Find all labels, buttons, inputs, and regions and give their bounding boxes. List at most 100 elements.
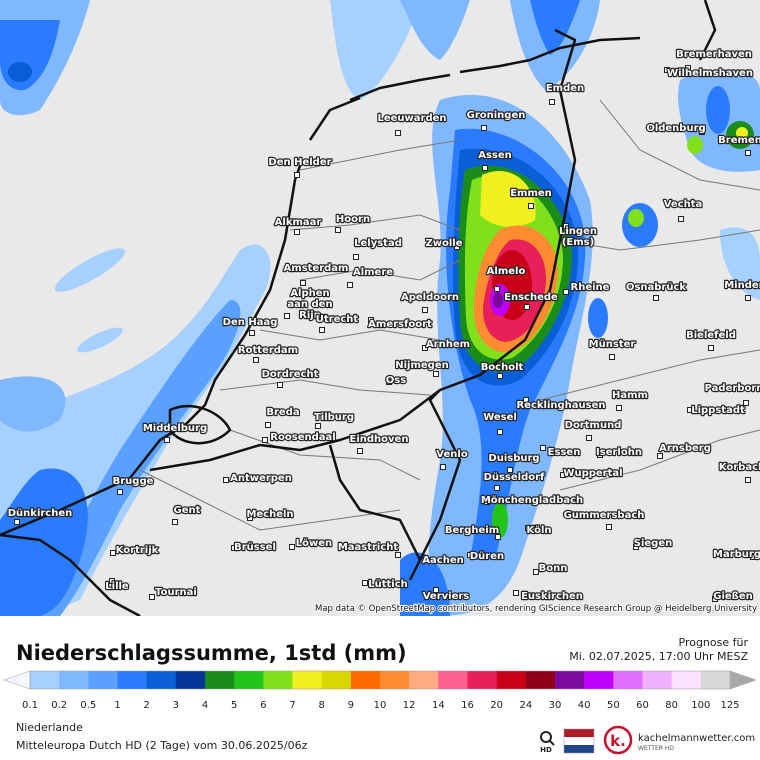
city-marker — [563, 223, 569, 229]
city-label: Emmen — [510, 188, 552, 199]
city-marker — [294, 229, 300, 235]
city: Groningen — [465, 109, 527, 131]
city: Düren — [467, 550, 505, 563]
city-marker — [708, 345, 714, 351]
city-marker — [440, 464, 446, 470]
city: Emden — [545, 82, 585, 105]
city: Maastricht — [337, 541, 401, 558]
city-marker — [395, 130, 401, 136]
color-box — [409, 671, 439, 689]
city-label: Enschede — [504, 292, 558, 303]
city-marker — [699, 129, 705, 135]
city-label: Den Helder — [268, 157, 331, 168]
color-box — [321, 671, 352, 689]
city-marker — [423, 557, 429, 563]
city-marker — [750, 554, 756, 560]
city-marker — [507, 467, 513, 473]
city: Dortmund — [563, 419, 623, 441]
city-marker — [253, 357, 259, 363]
city: Bonn — [533, 562, 569, 575]
color-box — [175, 671, 206, 689]
legend-value: 4 — [202, 700, 208, 711]
city-label: Düren — [470, 551, 504, 562]
city: Wesel — [482, 411, 518, 435]
brand-sub: WETTER HD — [638, 745, 674, 752]
city-label: Leeuwarden — [377, 113, 446, 124]
city: Almelo — [485, 265, 527, 292]
city-marker — [277, 382, 283, 388]
city-label: Kortrijk — [116, 545, 159, 556]
city-marker — [523, 397, 529, 403]
city: Lippstadt — [687, 404, 746, 417]
city-label: Tilburg — [314, 412, 354, 423]
city-marker — [422, 307, 428, 313]
city-marker — [172, 519, 178, 525]
city-label: Osnabrück — [626, 282, 686, 293]
city: Bergheim — [444, 524, 501, 540]
city: Essen — [540, 445, 582, 459]
city: Münster — [587, 338, 637, 360]
city-label: Hoorn — [336, 214, 370, 225]
city-label: Rheine — [571, 282, 610, 293]
city-label: Aachen — [422, 555, 463, 566]
city: Rheine — [563, 281, 611, 295]
color-bar: 0.1 0.2 0.5 1 2 3 4 5 6 7 8 9 10 12 14 16 20 24 30 40 50 60 80… — [3, 670, 757, 711]
city-marker — [609, 354, 615, 360]
city-marker — [319, 327, 325, 333]
city-label: Emden — [546, 83, 584, 94]
color-box — [525, 671, 556, 689]
city-marker — [494, 286, 500, 292]
city-marker — [109, 578, 115, 584]
city-marker — [149, 594, 155, 600]
city: Paderborn — [703, 382, 760, 406]
city-label: Siegen — [634, 538, 672, 549]
city-label: Essen — [548, 447, 581, 458]
city: Wilhelmshaven — [664, 67, 754, 80]
color-box — [30, 671, 60, 689]
city-label: Nijmegen — [395, 360, 449, 371]
city-marker — [653, 295, 659, 301]
city-marker — [495, 534, 501, 540]
color-box — [380, 671, 410, 689]
city: Utrecht — [315, 313, 360, 333]
city-label: Breda — [266, 407, 299, 418]
city-label: Brugge — [113, 476, 154, 487]
city-marker — [513, 590, 519, 596]
city: Oss — [385, 374, 408, 387]
city: Hoorn — [335, 213, 371, 233]
city: Bielefeld — [685, 329, 737, 351]
city-label: Middelburg — [143, 423, 207, 434]
city: Tournai — [149, 586, 198, 600]
city-marker — [657, 453, 663, 459]
legend-value: 1 — [114, 700, 120, 711]
city: Amsterdam — [282, 262, 350, 286]
city-marker — [386, 379, 392, 385]
city-marker — [533, 569, 539, 575]
city-label: Eindhoven — [350, 434, 409, 445]
city-marker — [467, 552, 473, 558]
city: Lille — [104, 578, 130, 593]
city-marker — [422, 345, 428, 351]
city-marker — [247, 515, 253, 521]
color-box — [88, 671, 118, 689]
city-marker — [678, 216, 684, 222]
color-box — [146, 671, 177, 689]
city: Venlo — [435, 448, 469, 470]
city-label: Oss — [386, 375, 406, 386]
city-label: Gent — [174, 505, 201, 516]
color-box — [613, 671, 643, 689]
city: Antwerpen — [223, 472, 293, 485]
precip-field — [0, 0, 760, 616]
city-marker — [586, 435, 592, 441]
city: Bremerhaven — [675, 48, 753, 71]
city: Dünkirchen — [7, 507, 73, 525]
city: Gent — [172, 504, 202, 525]
city-label: Almere — [353, 267, 393, 278]
color-box — [584, 671, 614, 689]
city: Tilburg — [313, 411, 355, 429]
city-marker — [482, 165, 488, 171]
city: Rotterdam — [237, 344, 299, 363]
nl-flag — [563, 728, 595, 754]
legend-value: 10 — [374, 700, 387, 711]
